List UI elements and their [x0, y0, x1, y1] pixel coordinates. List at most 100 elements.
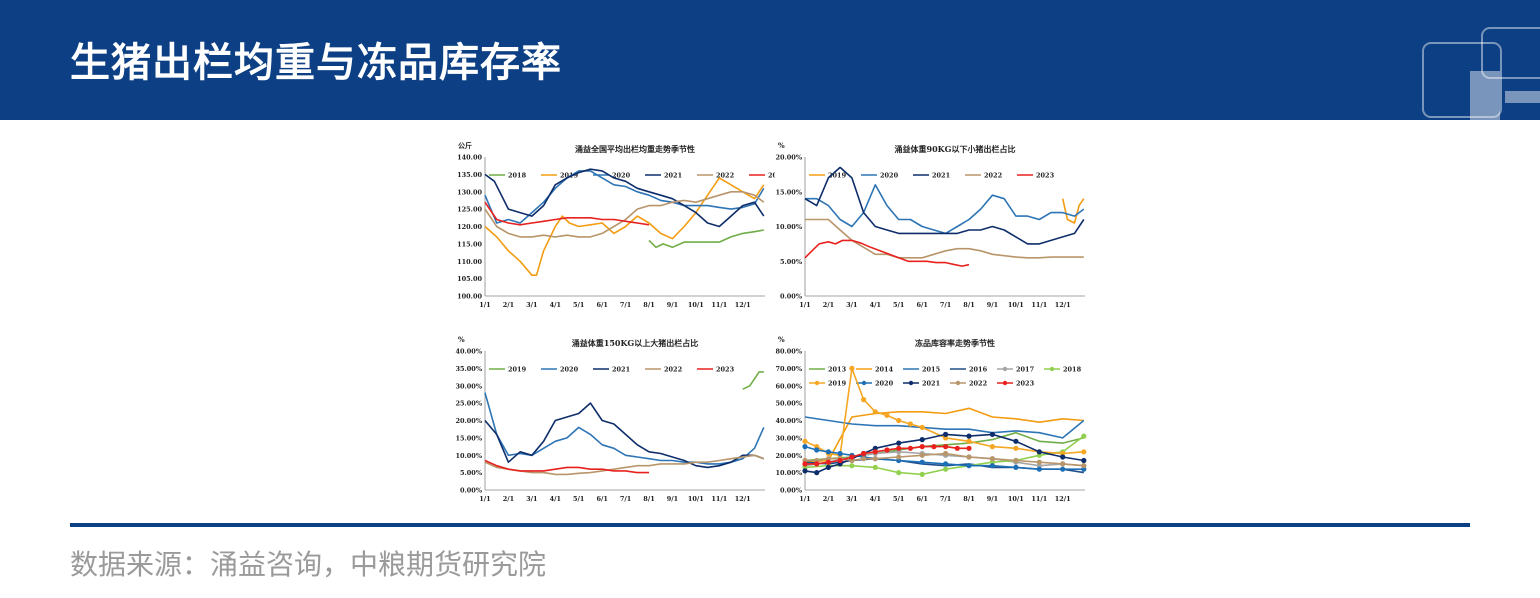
data-point-2022 [966, 454, 972, 460]
data-point-2023 [907, 445, 913, 451]
x-tick-label: 6/1 [916, 301, 927, 309]
y-tick-label: 110.00 [457, 258, 482, 266]
data-point-2022 [919, 452, 925, 458]
data-point-2019 [989, 444, 995, 450]
x-tick-label: 2/1 [823, 301, 834, 309]
series-line-2022 [805, 452, 1084, 467]
data-point-2019 [919, 424, 925, 430]
legend-label: 2022 [664, 366, 682, 374]
chart-title: 涌益全国平均出栏均重走势季节性 [575, 144, 695, 154]
legend-marker [908, 380, 914, 386]
legend-label: 2021 [664, 172, 682, 180]
data-point-2022 [943, 450, 949, 457]
legend-label: 2020 [880, 172, 899, 180]
data-point-2023 [814, 461, 820, 467]
series-line-2020 [484, 170, 765, 224]
data-point-2023 [954, 445, 960, 451]
legend-marker [1002, 366, 1008, 372]
data-point-2023 [966, 445, 972, 451]
divider-line [70, 523, 1470, 527]
legend-label: 2022 [716, 172, 734, 180]
chart-title: 涌益体重150KG以上大猪出栏占比 [572, 338, 698, 348]
data-point-2021 [966, 433, 972, 439]
x-tick-label: 7/1 [620, 495, 631, 503]
series-line-2018 [648, 229, 764, 249]
series-line-2023 [804, 239, 970, 267]
y-tick-label: 40.00% [455, 348, 482, 356]
data-point-2020 [825, 449, 831, 455]
x-tick-label: 10/1 [688, 301, 704, 309]
legend-label: 2021 [922, 380, 940, 388]
legend-label: 2023 [716, 366, 735, 374]
legend-label: 2023 [1036, 172, 1055, 180]
x-tick-label: 2/1 [503, 495, 514, 503]
x-tick-label: 8/1 [643, 495, 654, 503]
chart-under-90kg: 涌益体重90KG以下小猪出栏占比% 0.00% 5.00% 10.00% 15.00% 2… [775, 141, 1085, 309]
data-point-2021 [1081, 457, 1087, 464]
x-tick-label: 3/1 [526, 495, 537, 503]
data-point-2022 [861, 456, 867, 462]
y-tick-label: 10.00% [455, 452, 482, 460]
y-tick-label: 10.00% [775, 469, 802, 477]
x-tick-label: 12/1 [1055, 301, 1071, 309]
y-tick-label: 35.00% [455, 365, 482, 373]
legend-label: 2019 [828, 172, 847, 180]
x-tick-label: 12/1 [1055, 495, 1071, 503]
data-point-2019 [1013, 445, 1019, 451]
data-point-2023 [849, 454, 855, 460]
x-tick-label: 1/1 [479, 301, 490, 309]
data-point-2019 [884, 412, 890, 418]
legend-label: 2015 [922, 366, 941, 374]
legend-label: 2014 [875, 366, 894, 374]
chart-title: 涌益体重90KG以下小猪出栏占比 [895, 144, 1016, 154]
logo-icon [1422, 27, 1540, 120]
data-point-2021 [825, 464, 831, 470]
x-tick-label: 10/1 [1008, 495, 1024, 503]
data-point-2018 [896, 470, 902, 476]
series-line-2019 [1061, 198, 1085, 224]
series-line-2023 [484, 201, 650, 226]
data-point-2023 [884, 447, 890, 453]
data-point-2018 [919, 471, 925, 477]
y-tick-label: 135.00 [457, 171, 482, 179]
data-point-2020 [1060, 466, 1066, 472]
x-tick-label: 8/1 [963, 301, 974, 309]
legend-label: 2017 [1016, 366, 1034, 374]
data-point-2020 [837, 450, 843, 457]
legend-label: 2020 [875, 380, 894, 388]
data-point-2022 [1060, 461, 1066, 467]
x-tick-label: 4/1 [870, 495, 881, 503]
y-tick-label: 10.00% [775, 223, 802, 231]
legend-marker [861, 380, 867, 386]
data-point-2021 [943, 431, 949, 437]
legend-label: 2022 [984, 172, 1002, 180]
data-point-2020 [919, 459, 925, 465]
y-axis-label: % [778, 141, 785, 150]
legend-marker [955, 380, 961, 386]
data-point-2018 [1081, 433, 1087, 439]
data-point-2021 [802, 468, 808, 474]
y-tick-label: 20.00% [455, 417, 482, 425]
data-point-2021 [989, 431, 995, 437]
x-tick-label: 6/1 [596, 301, 607, 309]
data-point-2023 [931, 444, 937, 450]
x-tick-label: 9/1 [987, 495, 998, 503]
y-tick-label: 0.00% [780, 487, 803, 495]
x-tick-label: 2/1 [823, 495, 834, 503]
legend-marker [814, 380, 820, 386]
legend-marker [1049, 366, 1055, 372]
legend-label: 2022 [969, 380, 987, 388]
y-axis-label: 公斤 [458, 141, 472, 150]
chart-avg-weight: 涌益全国平均出栏均重走势季节性 公斤 100.00 105.00 110.00 115.0… [457, 141, 775, 309]
data-point-2021 [896, 440, 902, 446]
y-tick-label: 15.00% [455, 434, 482, 442]
x-tick-label: 5/1 [573, 301, 584, 309]
y-tick-label: 5.00% [460, 469, 483, 477]
data-point-2023 [943, 444, 949, 450]
series-line-2022 [484, 454, 765, 476]
y-tick-label: 105.00 [457, 275, 482, 283]
legend-label: 2018 [508, 172, 527, 180]
legend-label: 2013 [828, 366, 847, 374]
series-line-2022 [484, 190, 765, 238]
x-tick-label: 5/1 [893, 301, 904, 309]
